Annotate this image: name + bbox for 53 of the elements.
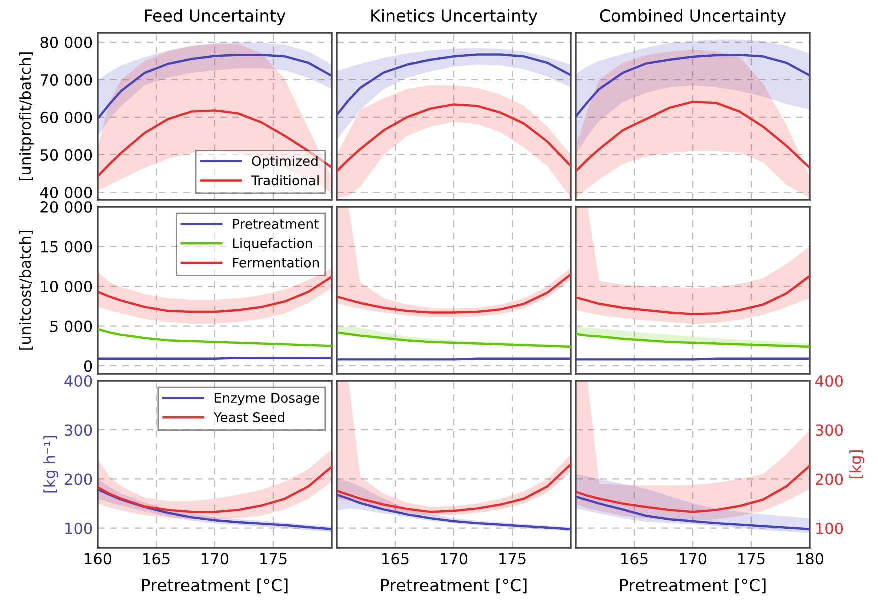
x-tick-label: 170 [202,553,229,565]
y-tick-label: 0 [84,360,92,372]
y-axis-title: [unitcost/batch] [19,231,33,350]
y2-axis-title: [kg] [850,450,864,478]
y-tick-label: 80 000 [40,36,92,48]
y-axis-title: [kg h⁻¹] [44,436,58,493]
legend-label: Fermentation [233,258,320,268]
x-axis-title: Pretreatment [°C] [381,578,527,594]
chart-title: Combined Uncertainty [600,9,786,26]
legend-label: Pretreatment [233,219,319,230]
x-tick-label: 165 [622,553,648,565]
x-tick-label: 165 [382,553,409,565]
y-tick-label: 100 [66,522,92,534]
y-tick-label: 70 000 [40,74,92,86]
x-tick-label: 170 [680,553,707,565]
y-tick-label: 400 [64,375,92,388]
x-tick-label: 160 [85,553,112,565]
y-tick-label: 10 000 [41,280,92,293]
y-tick-label: 300 [65,424,92,436]
x-tick-label: 170 [441,553,468,565]
legend-label: Yeast Seed [214,412,284,422]
x-axis-title: Pretreatment [°C] [142,578,288,594]
x-tick-label: 180 [797,553,824,565]
y-tick-label: 200 [65,474,92,486]
legend-label: Optimized [252,156,318,169]
line-series [98,54,332,120]
line-series [98,276,332,314]
y2-tick-label: 400 [816,375,844,388]
y2-tick-label: 300 [816,424,844,436]
y-tick-label: 15 000 [41,241,92,253]
legend-label: Liquefaction [233,238,312,252]
line-series [576,464,810,514]
y-tick-label: 40 000 [40,186,92,199]
line-series [576,496,810,530]
legend-label: Traditional [251,175,319,186]
chart-title: Feed Uncertainty [145,9,286,26]
line-series [98,328,332,348]
x-tick-label: 175 [738,553,765,565]
line-series [98,488,332,530]
y2-tick-label: 100 [816,522,844,534]
y2-tick-label: 200 [816,474,844,486]
y-tick-label: 5 000 [50,320,92,332]
x-axis-title: Pretreatment [°C] [620,578,766,594]
x-tick-label: 175 [500,553,526,565]
x-tick-label: 165 [144,553,170,565]
y-tick-label: 60 000 [40,112,92,124]
x-tick-label: 175 [260,553,287,565]
y-tick-label: 20 000 [40,201,92,214]
legend-label: Enzyme Dosage [215,393,320,406]
y-axis-title: [unitprofit/batch] [19,52,34,180]
chart-title: Kinetics Uncertainty [372,9,538,26]
y-tick-label: 50 000 [40,149,92,161]
line-series [98,466,332,514]
